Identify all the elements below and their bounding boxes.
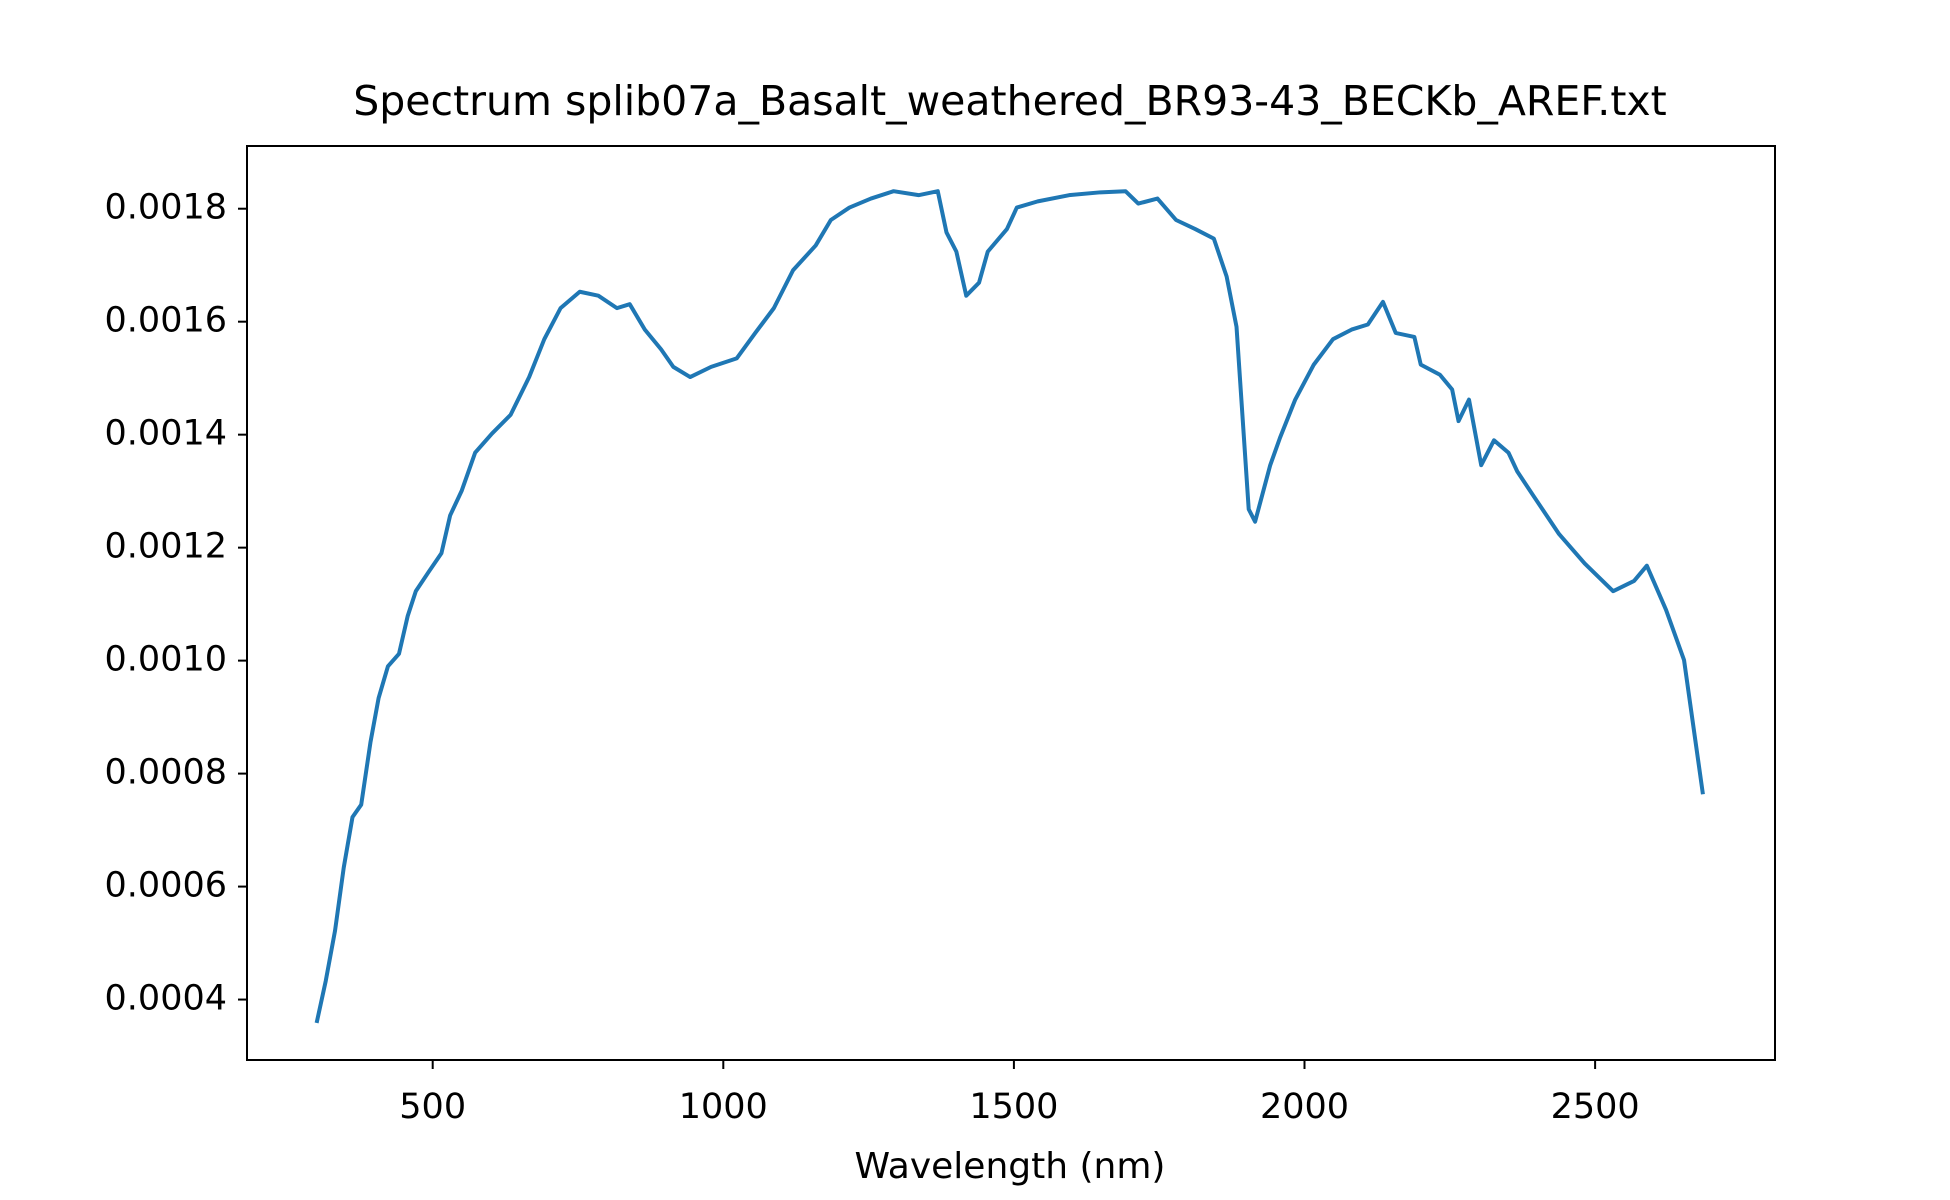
spectrum-line [314,189,1705,1024]
y-tick-label: 0.0010 [105,640,227,680]
plot-frame [246,145,1776,1061]
x-tick-label: 2500 [1551,1087,1640,1127]
y-tick-label: 0.0006 [105,866,227,906]
y-tick-label: 0.0014 [105,414,227,454]
chart-title: Spectrum splib07a_Basalt_weathered_BR93-… [353,77,1666,125]
y-tick-label: 0.0004 [105,979,227,1019]
x-tick-label: 500 [399,1087,466,1127]
x-tick-label: 1000 [679,1087,768,1127]
y-tick-label: 0.0018 [105,188,227,228]
y-tick-label: 0.0012 [105,527,227,567]
x-tick-label: 2000 [1260,1087,1349,1127]
x-axis-label: Wavelength (nm) [855,1146,1166,1187]
y-tick-label: 0.0016 [105,301,227,341]
y-tick-label: 0.0008 [105,753,227,793]
x-tick-label: 1500 [969,1087,1058,1127]
